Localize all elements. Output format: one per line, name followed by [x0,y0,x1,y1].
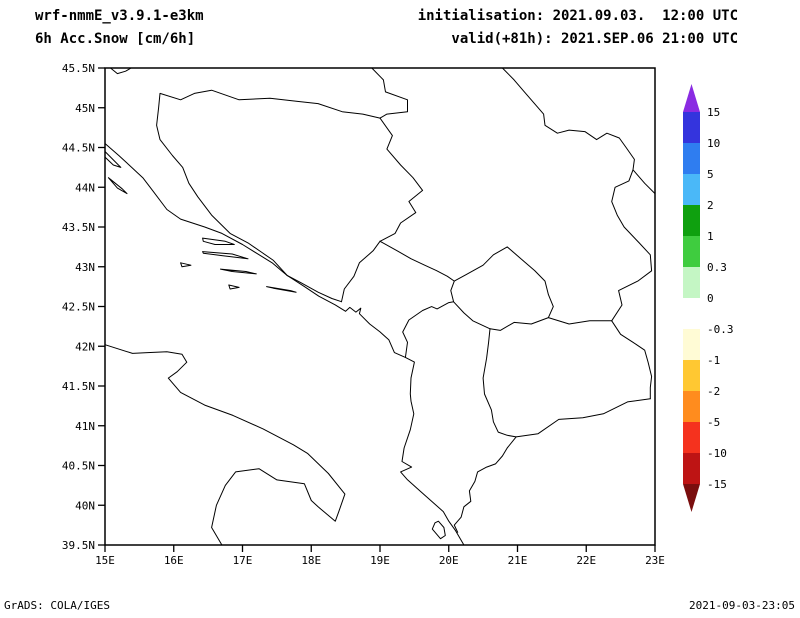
lat-tick-label: 44N [75,181,95,194]
colorbar-band [683,174,700,205]
colorbar-label: 15 [707,106,720,119]
lon-tick-label: 23E [645,554,665,567]
border-greece-albania [453,436,517,533]
border-kosovo [450,246,554,331]
colorbar-arrow-down [683,484,700,512]
coastline-italy [104,344,346,546]
border-greece-macedonia [515,398,651,438]
colorbar-label: -2 [707,385,720,398]
map-frame [104,67,656,546]
lon-tick-label: 19E [370,554,390,567]
colorbar-label: -5 [707,416,720,429]
border-montenegro-albania [402,301,455,358]
colorbar-band [683,112,700,143]
colorbar-label: -10 [707,447,727,460]
lon-tick-label: 21E [508,554,528,567]
grads-credit: GrADS: COLA/IGES [4,599,110,612]
lat-tick-label: 42.5N [62,301,95,314]
lat-tick-label: 45.5N [62,62,95,75]
colorbar-band [683,143,700,174]
colorbar-label: 1 [707,230,714,243]
lon-tick-label: 17E [233,554,253,567]
colorbar-label: 5 [707,168,714,181]
lon-tick-label: 18E [301,554,321,567]
colorbar-band [683,391,700,422]
init-time-label: initialisation: 2021.09.03. 12:00 UTC [417,8,738,24]
border-serbia-romania [501,67,635,171]
valid-time-label: valid(+81h): 2021.SEP.06 21:00 UTC [451,31,738,47]
border-slovenia-croatia [110,67,132,75]
border-croatia-serbia [371,67,408,119]
colorbar-label: -15 [707,478,727,491]
border-albania-macedonia [482,328,517,438]
border-bosnia-montenegro [341,240,381,303]
colorbar-band [683,298,700,329]
lat-tick-label: 42N [75,340,95,353]
border-macedonia-bulgaria [611,320,653,400]
lat-tick-label: 40N [75,499,95,512]
colorbar-label: 0.3 [707,261,727,274]
border-croatia-bosnia [156,89,381,276]
lat-tick-label: 44.5N [62,142,95,155]
colorbar-band [683,422,700,453]
border-bosnia-serbia [379,117,424,242]
border-serbia-bulgaria [611,169,653,322]
border-romania-bulgaria [632,169,656,195]
coastline-adriatic-east [104,143,465,546]
croatian-islands [104,151,297,293]
colorbar-label: 10 [707,137,720,150]
lon-tick-label: 16E [164,554,184,567]
lat-tick-label: 41N [75,420,95,433]
colorbar-arrow-up [683,84,700,112]
colorbar-label: -1 [707,354,720,367]
colorbar-label: 2 [707,199,714,212]
lat-tick-label: 39.5N [62,539,95,552]
lon-tick-label: 20E [439,554,459,567]
colorbar-band [683,329,700,360]
colorbar-band [683,205,700,236]
model-name: wrf-nmmE_v3.9.1-e3km [35,8,204,24]
colorbar-band [683,453,700,484]
island-corfu [431,520,446,540]
border-serbia-montenegro [379,240,455,282]
border-croatia-bosnia-coastal [286,275,342,303]
colorbar-band [683,236,700,267]
lon-tick-label: 15E [95,554,115,567]
lat-tick-label: 45N [75,102,95,115]
colorbar-label: -0.3 [707,323,734,336]
lat-tick-label: 41.5N [62,380,95,393]
colorbar-label: 0 [707,292,714,305]
lon-tick-label: 22E [576,554,596,567]
product-name: 6h Acc.Snow [cm/6h] [35,31,196,47]
colorbar-band [683,360,700,391]
lat-tick-label: 43.5N [62,221,95,234]
creation-timestamp: 2021-09-03-23:05 [689,599,795,612]
colorbar-band [683,267,700,298]
lat-tick-label: 43N [75,261,95,274]
border-serbia-macedonia [547,317,613,325]
lat-tick-label: 40.5N [62,460,95,473]
